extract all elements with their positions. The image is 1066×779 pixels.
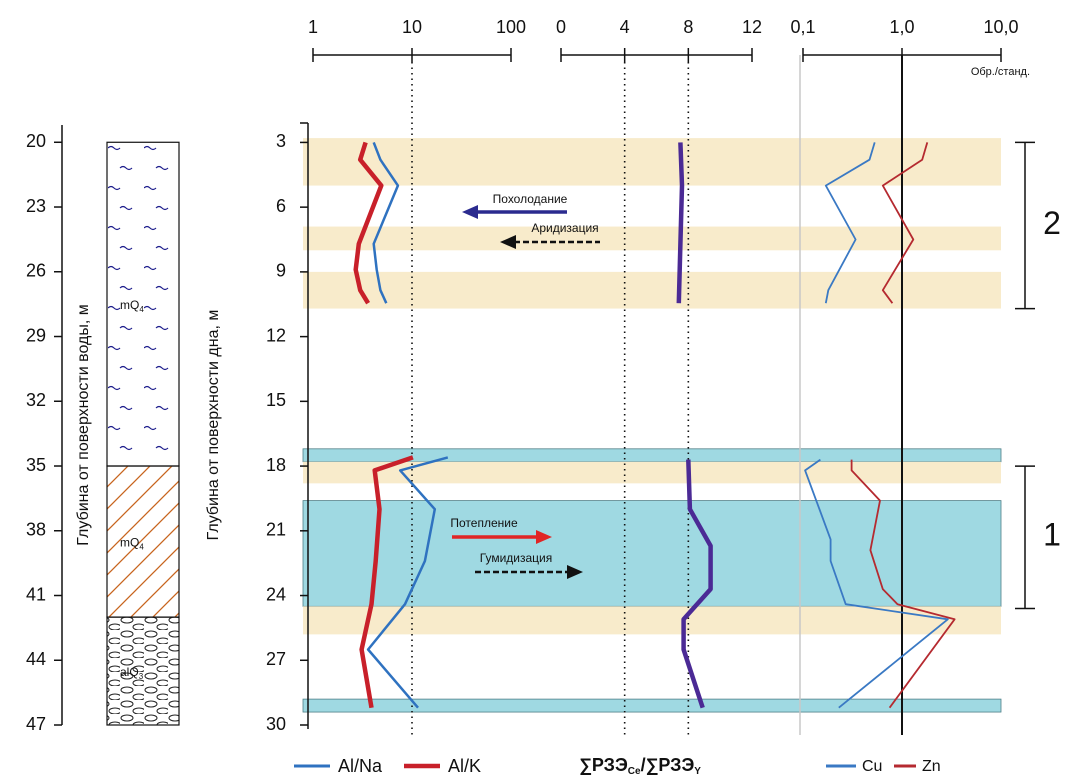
layer	[106, 465, 180, 618]
x-tick-label: 0	[556, 17, 566, 37]
layer-label: mQ4	[120, 298, 144, 314]
annotation-arrowhead	[500, 235, 516, 249]
band	[303, 461, 1001, 484]
data-line	[353, 141, 414, 709]
bracket-label: 1	[1043, 517, 1061, 553]
band	[303, 226, 1001, 251]
y-tick-label: 38	[26, 520, 46, 540]
y-axis-title: Глубина от поверхности дна, м	[205, 310, 222, 541]
legend-label-part: Ce	[628, 766, 641, 777]
layer-label: alQ3	[120, 665, 144, 681]
layer-index: 4	[139, 305, 144, 314]
data-line	[804, 142, 949, 709]
layer-name: mQ	[120, 536, 139, 550]
y-tick-label: 3	[276, 131, 286, 151]
x-tick-label: 1,0	[889, 17, 914, 37]
y-tick-label: 18	[266, 455, 286, 475]
y-tick-label: 20	[26, 131, 46, 151]
annotation-arrowhead	[567, 565, 583, 579]
data-line	[850, 142, 956, 709]
annotation-label: Похолодание	[493, 192, 568, 206]
layer	[106, 616, 180, 726]
legend-label: Zn	[922, 758, 941, 775]
y-tick-label: 9	[276, 261, 286, 281]
y-tick-label: 47	[26, 714, 46, 734]
x-tick-label: 10,0	[983, 17, 1018, 37]
band	[303, 606, 1001, 635]
legend-label: Al/K	[448, 756, 481, 776]
legend-label: Cu	[862, 758, 882, 775]
annotation-label: Аридизация	[531, 221, 598, 235]
x-tick-label: 12	[742, 17, 762, 37]
layer-index: 3	[139, 672, 144, 681]
band	[302, 500, 1002, 607]
y-tick-label: 27	[266, 649, 286, 669]
x-tick-label: 0,1	[790, 17, 815, 37]
band	[302, 698, 1002, 713]
layer-name: alQ	[120, 665, 139, 679]
y-tick-label: 6	[276, 196, 286, 216]
legend-label: Al/Na	[338, 756, 383, 776]
y-tick-label: 12	[266, 325, 286, 345]
y-tick-label: 15	[266, 390, 286, 410]
band	[303, 271, 1001, 309]
y-tick-label: 23	[26, 196, 46, 216]
x-tick-label: 4	[620, 17, 630, 37]
layer-name: mQ	[120, 298, 139, 312]
annotation-label: Потепление	[450, 516, 518, 530]
legend-label: ∑РЗЭCe/∑РЗЭY	[579, 755, 701, 777]
y-tick-label: 30	[266, 714, 286, 734]
band	[303, 138, 1001, 186]
y-tick-label: 41	[26, 584, 46, 604]
layer-label: mQ4	[120, 536, 144, 552]
layer	[106, 141, 180, 467]
data-line	[676, 142, 713, 709]
y-tick-label: 44	[26, 649, 46, 669]
x-tick-label: 8	[683, 17, 693, 37]
x-tick-label: 100	[496, 17, 526, 37]
bracket-label: 2	[1043, 205, 1061, 241]
y-tick-label: 26	[26, 261, 46, 281]
y-tick-label: 24	[266, 584, 286, 604]
x-tick-label: 1	[308, 17, 318, 37]
legend-label-part: ∑РЗЭ	[579, 755, 628, 775]
legend-label-part: /∑РЗЭ	[641, 755, 695, 775]
legend-label-part: Y	[694, 766, 701, 777]
x-tick-label: 10	[402, 17, 422, 37]
data-line	[366, 141, 449, 709]
annotation-arrowhead	[462, 205, 478, 219]
y-axis-title: Глубина от поверхности воды, м	[75, 304, 92, 545]
x-axis-title: Обр./станд.	[971, 66, 1030, 78]
y-tick-label: 35	[26, 455, 46, 475]
y-tick-label: 32	[26, 390, 46, 410]
annotation-label: Гумидизация	[480, 551, 552, 565]
annotation-arrowhead	[536, 530, 552, 544]
y-tick-label: 29	[26, 325, 46, 345]
layer-index: 4	[139, 543, 144, 552]
y-tick-label: 21	[266, 520, 286, 540]
